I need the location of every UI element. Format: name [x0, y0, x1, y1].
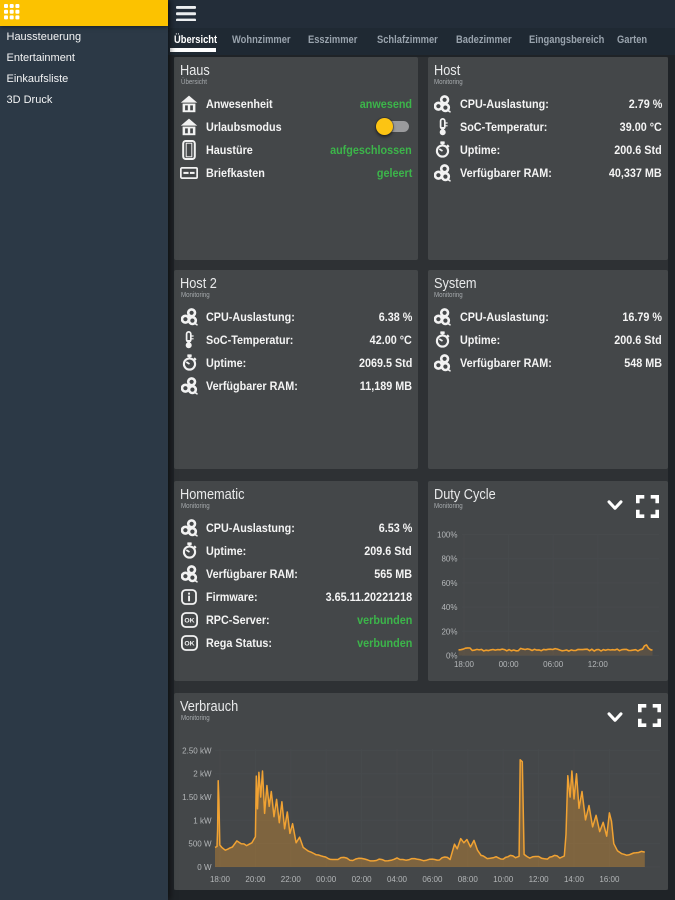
- svg-text:20%: 20%: [441, 627, 457, 636]
- svg-text:1.50 kW: 1.50 kW: [182, 793, 212, 802]
- svg-text:12:00: 12:00: [588, 660, 609, 669]
- svg-text:08:00: 08:00: [458, 875, 479, 884]
- svg-text:00:00: 00:00: [316, 875, 337, 884]
- svg-text:1 kW: 1 kW: [193, 816, 212, 825]
- svg-text:0 W: 0 W: [197, 863, 212, 872]
- svg-text:02:00: 02:00: [352, 875, 373, 884]
- svg-text:60%: 60%: [441, 579, 457, 588]
- svg-text:04:00: 04:00: [387, 875, 408, 884]
- svg-text:500 W: 500 W: [188, 840, 212, 849]
- svg-text:OK: OK: [184, 617, 194, 624]
- svg-text:20:00: 20:00: [245, 875, 266, 884]
- svg-text:100%: 100%: [437, 531, 457, 540]
- svg-text:12:00: 12:00: [529, 875, 550, 884]
- svg-text:OK: OK: [184, 640, 194, 647]
- svg-text:2 kW: 2 kW: [193, 770, 212, 779]
- svg-text:0%: 0%: [446, 652, 458, 661]
- svg-text:14:00: 14:00: [564, 875, 585, 884]
- svg-text:80%: 80%: [441, 555, 457, 564]
- svg-text:22:00: 22:00: [281, 875, 302, 884]
- svg-text:18:00: 18:00: [210, 875, 231, 884]
- svg-text:00:00: 00:00: [499, 660, 520, 669]
- svg-text:2.50 kW: 2.50 kW: [182, 746, 212, 755]
- svg-text:06:00: 06:00: [543, 660, 564, 669]
- svg-text:40%: 40%: [441, 603, 457, 612]
- svg-text:10:00: 10:00: [493, 875, 514, 884]
- svg-text:16:00: 16:00: [599, 875, 620, 884]
- svg-text:06:00: 06:00: [422, 875, 443, 884]
- svg-text:18:00: 18:00: [454, 660, 475, 669]
